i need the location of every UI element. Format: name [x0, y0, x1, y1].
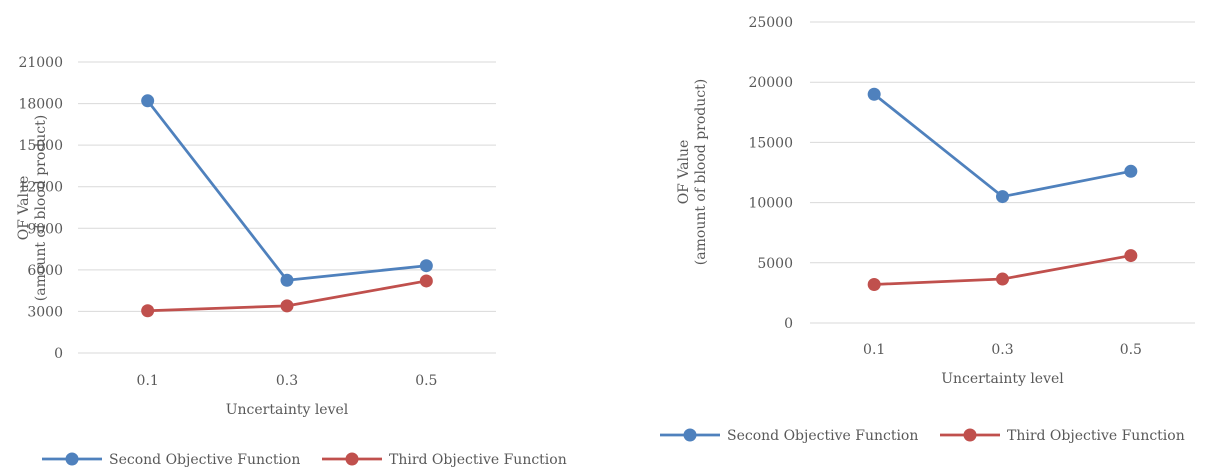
- y-tick-label: 0: [54, 346, 63, 362]
- data-point: [867, 277, 881, 291]
- legend-marker: [683, 428, 697, 442]
- data-point: [419, 274, 433, 288]
- x-tick-label: 0.3: [276, 373, 298, 389]
- x-tick-label: 0.1: [137, 373, 159, 389]
- chart-1: 0 3000 6000 9000 12000 15000 18000 21000 0.1 0.3 0…: [16, 55, 567, 468]
- legend-label: Third Objective Function: [1007, 428, 1185, 444]
- x-tick-label: 0.5: [1120, 342, 1142, 358]
- legend-label: Second Objective Function: [109, 452, 300, 468]
- y-axis-title-line: (amount of blood product): [33, 115, 49, 301]
- data-point: [419, 259, 433, 273]
- y-tick-label: 9000: [27, 221, 63, 237]
- y-tick-label: 15000: [18, 138, 63, 154]
- data-point: [280, 299, 294, 313]
- x-tick-label: 0.5: [415, 373, 437, 389]
- series-line-1: [146, 99, 427, 282]
- x-axis-title: Uncertainty level: [226, 402, 349, 418]
- y-tick-label: 12000: [18, 180, 63, 196]
- y-tick-label: 15000: [748, 135, 793, 151]
- data-point: [996, 190, 1009, 204]
- legend-marker: [65, 452, 79, 466]
- data-point: [867, 87, 881, 101]
- data-point: [996, 272, 1009, 286]
- legend-label: Third Objective Function: [389, 452, 567, 468]
- data-point: [141, 304, 155, 318]
- legend-marker: [345, 452, 359, 466]
- y-tick-label: 6000: [27, 263, 63, 279]
- series-line-1: [873, 93, 1132, 198]
- y-axis-title-line: OF Value: [676, 140, 692, 205]
- x-tick-label: 0.1: [863, 342, 885, 358]
- y-axis-title-line: OF Value: [16, 176, 32, 241]
- y-tick-label: 3000: [27, 304, 63, 320]
- y-tick-label: 0: [784, 316, 793, 332]
- y-axis-title: OF Value(amount of blood product): [676, 79, 709, 265]
- y-axis-title: OF Value(amount of blood product): [16, 115, 49, 301]
- data-point: [1124, 249, 1138, 263]
- chart-2: 0 5000 10000 15000 20000 25000 0.1 0.3 0.5 Uncert…: [660, 15, 1195, 444]
- legend-label: Second Objective Function: [727, 428, 918, 444]
- y-tick-label: 5000: [757, 256, 793, 272]
- y-tick-label: 18000: [18, 97, 63, 113]
- y-tick-label: 25000: [748, 15, 793, 31]
- x-axis-title: Uncertainty level: [941, 371, 1064, 387]
- x-tick-label: 0.3: [991, 342, 1013, 358]
- y-tick-label: 10000: [748, 196, 793, 212]
- data-point: [280, 273, 294, 287]
- data-point: [1124, 164, 1138, 178]
- y-tick-label: 20000: [748, 75, 793, 91]
- data-point: [141, 94, 155, 108]
- legend-marker: [963, 428, 977, 442]
- y-tick-label: 21000: [18, 55, 63, 71]
- y-axis-title-line: (amount of blood product): [693, 79, 709, 265]
